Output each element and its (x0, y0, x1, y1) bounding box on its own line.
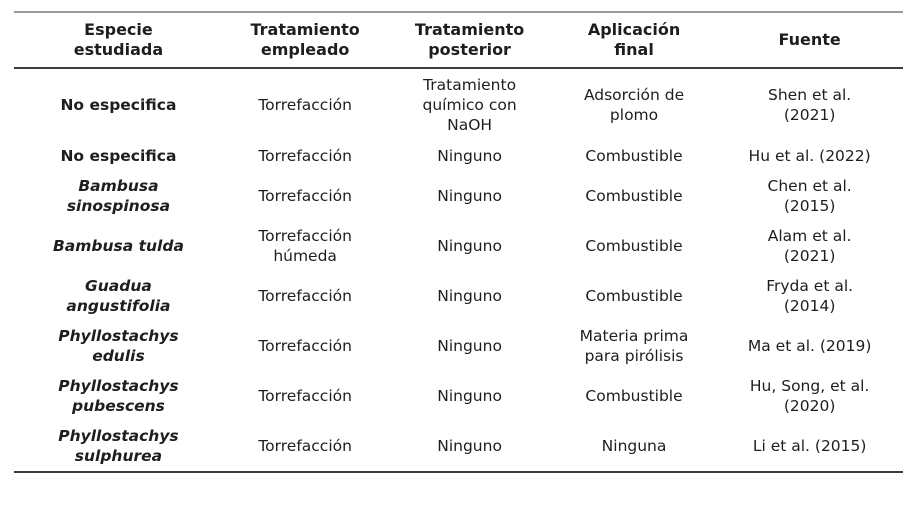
column-header-aplicacion-final: Aplicación final (551, 12, 717, 69)
cell-especie: Guadua angustifolia (66, 277, 171, 315)
cell-aplicacion-final: Combustible (585, 387, 683, 405)
cell-tratamiento-empleado: Torrefacción (258, 187, 352, 205)
header-row: Especie estudiada Tratamiento empleado T… (14, 12, 903, 69)
column-header-especie-estudiada: Especie estudiada (14, 12, 223, 69)
cell-aplicacion-final: Ninguna (601, 437, 667, 455)
cell-aplicacion-final: Combustible (585, 287, 683, 305)
cell-tratamiento-empleado: Torrefacción (258, 287, 352, 305)
cell-aplicacion-final: Adsorción de plomo (583, 86, 685, 124)
column-header-fuente: Fuente (716, 12, 903, 69)
cell-aplicacion-final: Materia prima para pirólisis (579, 327, 689, 365)
cell-aplicacion-final: Combustible (585, 187, 683, 205)
cell-fuente: Hu et al. (2022) (748, 147, 871, 165)
cell-fuente: Li et al. (2015) (752, 437, 867, 455)
table-body: No especifica Torrefacción Tratamiento q… (14, 68, 903, 472)
table-header: Especie estudiada Tratamiento empleado T… (14, 12, 903, 69)
table-container: Especie estudiada Tratamiento empleado T… (14, 11, 903, 473)
cell-tratamiento-empleado: Torrefacción (258, 147, 352, 165)
cell-tratamiento-posterior: Ninguno (437, 237, 502, 255)
cell-especie: No especifica (60, 147, 177, 165)
cell-tratamiento-posterior: Tratamiento químico con NaOH (422, 76, 517, 134)
cell-tratamiento-empleado: Torrefacción húmeda (258, 227, 352, 265)
cell-aplicacion-final: Combustible (585, 237, 683, 255)
cell-tratamiento-posterior: Ninguno (437, 287, 502, 305)
torrefaction-studies-table: Especie estudiada Tratamiento empleado T… (14, 11, 903, 473)
table-row: Phyllostachys sulphurea Torrefacción Nin… (14, 421, 903, 472)
cell-fuente: Hu, Song, et al. (2020) (749, 377, 870, 415)
cell-aplicacion-final: Combustible (585, 147, 683, 165)
cell-tratamiento-posterior: Ninguno (437, 337, 502, 355)
cell-fuente: Shen et al. (2021) (768, 86, 852, 124)
cell-tratamiento-posterior: Ninguno (437, 437, 502, 455)
cell-fuente: Fryda et al. (2014) (766, 277, 854, 315)
cell-especie: Phyllostachys sulphurea (58, 427, 179, 465)
table-row: Guadua angustifolia Torrefacción Ninguno… (14, 271, 903, 321)
cell-especie: Phyllostachys pubescens (58, 377, 179, 415)
cell-especie: Bambusa sinospinosa (66, 177, 171, 215)
table-row: Bambusa sinospinosa Torrefacción Ninguno… (14, 171, 903, 221)
cell-fuente: Alam et al. (2021) (767, 227, 852, 265)
table-row: Bambusa tulda Torrefacción húmeda Ningun… (14, 221, 903, 271)
column-header-tratamiento-empleado: Tratamiento empleado (222, 12, 388, 69)
cell-tratamiento-empleado: Torrefacción (258, 437, 352, 455)
table-row: Phyllostachys edulis Torrefacción Ningun… (14, 321, 903, 371)
column-header-tratamiento-posterior: Tratamiento posterior (387, 12, 552, 69)
cell-tratamiento-empleado: Torrefacción (258, 337, 352, 355)
table-row: Phyllostachys pubescens Torrefacción Nin… (14, 371, 903, 421)
table-row: No especifica Torrefacción Ninguno Combu… (14, 141, 903, 171)
cell-tratamiento-empleado: Torrefacción (258, 387, 352, 405)
cell-fuente: Chen et al. (2015) (767, 177, 852, 215)
cell-tratamiento-empleado: Torrefacción (258, 96, 352, 114)
table-row: No especifica Torrefacción Tratamiento q… (14, 68, 903, 141)
cell-especie: No especifica (60, 96, 177, 114)
cell-tratamiento-posterior: Ninguno (437, 147, 502, 165)
cell-tratamiento-posterior: Ninguno (437, 387, 502, 405)
cell-tratamiento-posterior: Ninguno (437, 187, 502, 205)
cell-especie: Bambusa tulda (52, 237, 184, 255)
cell-fuente: Ma et al. (2019) (747, 337, 872, 355)
cell-especie: Phyllostachys edulis (58, 327, 179, 365)
